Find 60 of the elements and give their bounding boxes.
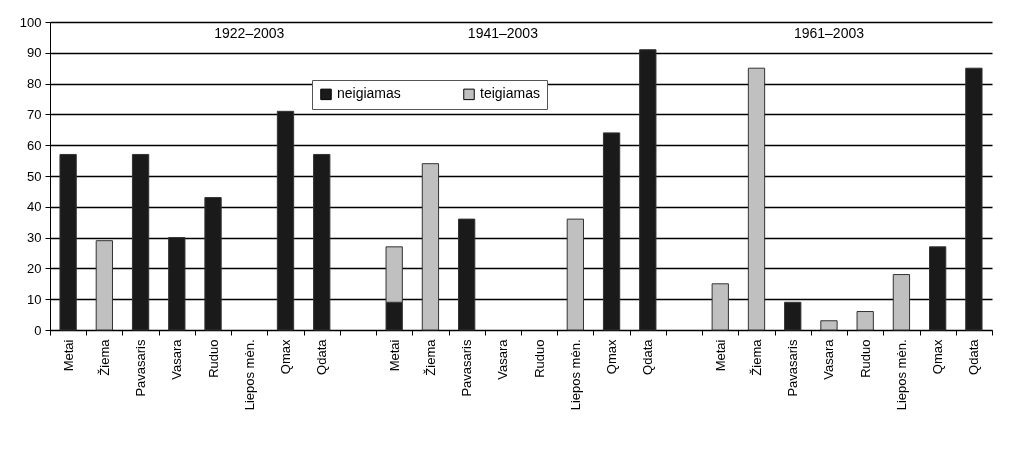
x-tick-label: Pavasaris [133, 339, 149, 397]
y-tick-label: 50 [27, 168, 42, 184]
x-tick-label: Pavasaris [459, 339, 475, 397]
bar [747, 67, 766, 331]
y-tick-label: 10 [27, 291, 42, 307]
bar [639, 49, 657, 331]
x-tick-label: Vasara [495, 338, 511, 380]
y-tick-label: 100 [19, 14, 42, 30]
y-tick-label: 20 [27, 260, 42, 276]
annotation: 1922–2003 [214, 25, 285, 41]
x-tick-label: Žiema [422, 338, 438, 376]
y-tick-label: 80 [27, 76, 42, 92]
y-tick-label: 30 [27, 230, 42, 246]
x-tick-label: Pavasaris [785, 339, 801, 397]
y-tick-label: 60 [27, 137, 42, 153]
bar [313, 153, 331, 331]
x-tick-label: Qdata [314, 338, 330, 375]
x-tick-label: Ruduo [205, 339, 221, 378]
bar [820, 320, 838, 331]
annotation: 1941–2003 [467, 25, 539, 41]
x-tick-label: Žiema [749, 338, 764, 376]
x-tick-label: Metai [60, 339, 76, 372]
x-tick-label: Qdata [640, 338, 656, 375]
x-tick-label: Vasara [169, 338, 185, 380]
bar [276, 110, 295, 331]
bar [458, 218, 476, 331]
bar [892, 274, 911, 331]
bar [421, 163, 440, 331]
x-tick-label: Qmax [604, 339, 620, 375]
y-tick-label: 0 [34, 322, 42, 338]
bar [95, 240, 113, 331]
bar [168, 237, 186, 331]
y-tick-label: 70 [27, 106, 42, 122]
bar [784, 301, 802, 331]
bar [566, 218, 584, 331]
bar [602, 132, 621, 331]
legend-label: neigiamas [337, 85, 401, 102]
x-tick-label: Liepos mėn. [893, 339, 909, 411]
bar [711, 283, 729, 331]
x-tick-label: Qmax [278, 339, 293, 375]
annotation: 1961–2003 [793, 25, 865, 41]
x-tick-label: Žiema [96, 338, 112, 376]
y-tick-label: 90 [27, 45, 42, 61]
bar [929, 246, 947, 331]
x-tick-label: Metai [386, 339, 402, 372]
x-tick-label: Metai [712, 339, 728, 372]
x-tick-label: Ruduo [857, 339, 873, 378]
bar [59, 153, 77, 331]
y-tick-label: 40 [27, 199, 42, 215]
x-tick-label: Ruduo [531, 339, 547, 378]
x-tick-label: Liepos mėn. [567, 339, 583, 411]
bar [856, 311, 874, 331]
bar [131, 153, 150, 331]
x-tick-label: Liepos mėn. [241, 339, 257, 411]
bar [965, 67, 983, 331]
x-tick-label: Qdata [966, 338, 982, 375]
x-tick-label: Vasara [821, 338, 837, 380]
x-tick-label: Qmax [930, 339, 946, 375]
bar [204, 197, 222, 331]
legend-label: teigiamas [480, 85, 540, 102]
